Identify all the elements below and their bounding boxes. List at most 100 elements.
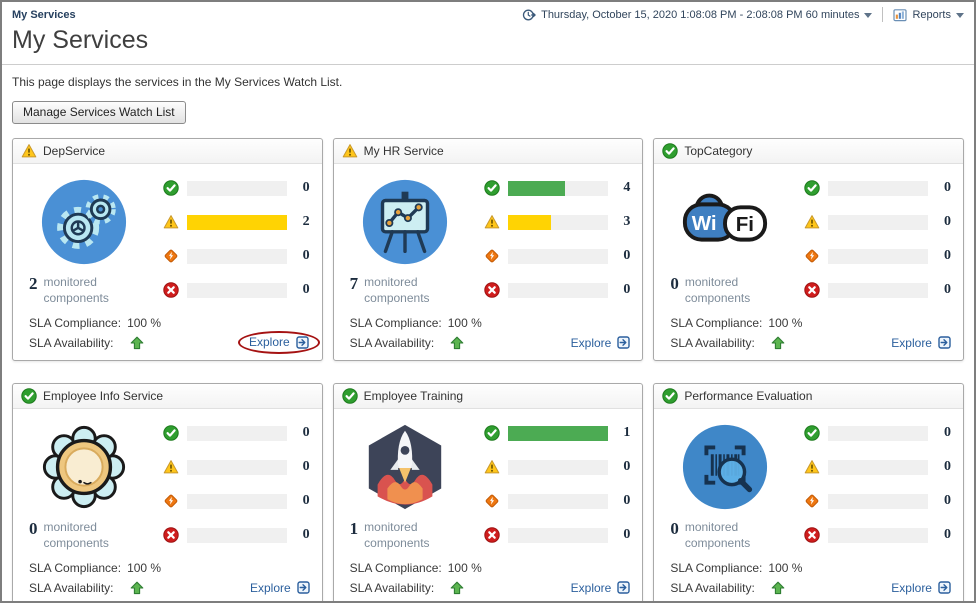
card-footer: SLA Compliance: 100 % SLA Availability: … xyxy=(334,559,643,601)
critical-state-icon xyxy=(163,493,179,509)
card-header: Employee Training xyxy=(333,384,643,409)
warning-state-icon xyxy=(804,459,820,475)
state-count: 3 xyxy=(623,214,631,229)
state-count: 0 xyxy=(302,527,310,542)
card-body: 7 monitored components 4 3 xyxy=(334,164,643,314)
monitored-components: 2 monitored components xyxy=(29,275,163,306)
warning-state-icon xyxy=(484,459,500,475)
normal-state-icon xyxy=(662,143,678,159)
sla-availability-label: SLA Availability: xyxy=(29,580,114,595)
sla-compliance-value: 100 % xyxy=(127,315,162,330)
explore-link[interactable]: Explore xyxy=(571,336,631,350)
service-card-employee-info-service: Employee Info Service xyxy=(12,383,323,601)
monitored-components: 7 monitored components xyxy=(350,275,484,306)
sla-compliance-label: SLA Compliance: xyxy=(349,560,442,575)
card-header: DepService xyxy=(13,139,322,164)
state-bar-row: 0 xyxy=(804,493,963,509)
drill-down-icon xyxy=(938,581,951,594)
reports-icon xyxy=(893,8,907,22)
page-description: This page displays the services in the M… xyxy=(12,75,343,89)
explore-link[interactable]: Explore xyxy=(891,336,951,350)
wifi-icon: Wi Fi xyxy=(683,193,768,242)
state-bar-row: 0 xyxy=(804,459,963,475)
state-bar xyxy=(187,180,287,196)
state-count: 0 xyxy=(943,459,951,474)
fatal-state-icon xyxy=(804,282,820,298)
state-bar xyxy=(187,282,287,298)
state-bar-row: 0 xyxy=(163,527,322,543)
card-header: TopCategory xyxy=(654,139,963,164)
state-bar xyxy=(828,493,929,509)
topbar-controls: Thursday, October 15, 2020 1:08:08 PM - … xyxy=(522,7,964,22)
card-header: My HR Service xyxy=(333,139,643,164)
critical-state-icon xyxy=(163,248,179,264)
state-bar xyxy=(187,248,287,264)
drill-down-icon xyxy=(617,581,630,594)
state-count: 0 xyxy=(943,214,951,229)
sla-compliance-value: 100 % xyxy=(127,560,162,575)
trend-up-icon xyxy=(450,336,464,350)
explore-link[interactable]: Explore xyxy=(249,335,309,349)
state-bar-row: 0 xyxy=(804,425,963,441)
state-count: 0 xyxy=(943,282,951,297)
card-header: Performance Evaluation xyxy=(654,384,963,409)
warning-state-icon xyxy=(804,214,820,230)
drill-down-icon xyxy=(617,336,630,349)
top-bar: My Services Thursday, October 15, 2020 1… xyxy=(2,2,974,23)
drill-down-icon xyxy=(297,581,310,594)
card-body: 0 monitored components 0 0 xyxy=(13,409,322,559)
state-count: 0 xyxy=(943,248,951,263)
reports-menu[interactable]: Reports xyxy=(893,8,964,22)
monitored-count: 7 xyxy=(349,274,359,293)
card-footer: SLA Compliance: 100 % SLA Availability: … xyxy=(654,559,963,601)
svg-text:Wi: Wi xyxy=(692,212,717,235)
monitored-label: monitored components xyxy=(364,520,430,550)
service-card-depservice: DepService 2 mon xyxy=(12,138,323,361)
card-header: Employee Info Service xyxy=(13,384,322,409)
chart-easel-icon xyxy=(362,179,447,265)
warning-state-icon xyxy=(342,143,358,159)
explore-link[interactable]: Explore xyxy=(891,581,951,595)
page-title: My Services xyxy=(2,23,974,65)
critical-state-icon xyxy=(804,248,820,264)
monitored-label: monitored components xyxy=(43,520,109,550)
service-name: Employee Info Service xyxy=(43,389,164,403)
time-range-selector[interactable]: Thursday, October 15, 2020 1:08:08 PM - … xyxy=(522,8,873,22)
state-count: 0 xyxy=(623,459,631,474)
state-bar-row: 0 xyxy=(484,248,643,264)
service-name: TopCategory xyxy=(684,144,753,158)
monitored-count: 0 xyxy=(29,519,38,538)
monitored-label: monitored components xyxy=(684,520,751,550)
explore-link[interactable]: Explore xyxy=(250,581,310,595)
barcode-magnifier-icon xyxy=(683,424,768,510)
chevron-down-icon xyxy=(864,12,873,18)
reports-label: Reports xyxy=(912,8,951,21)
card-footer: SLA Compliance: 100 % SLA Availability: … xyxy=(654,314,963,360)
state-bar-row: 0 xyxy=(484,459,643,475)
state-bar xyxy=(828,214,929,230)
state-bar-row: 0 xyxy=(163,282,322,298)
time-range-icon xyxy=(522,8,536,22)
service-name: My HR Service xyxy=(363,144,444,158)
flower-icon xyxy=(42,425,126,509)
manage-watch-list-button[interactable]: Manage Services Watch List xyxy=(12,101,186,124)
trend-up-icon xyxy=(771,581,785,595)
state-bar xyxy=(187,459,287,475)
state-bar xyxy=(828,282,929,298)
normal-state-icon xyxy=(484,425,500,441)
breadcrumb[interactable]: My Services xyxy=(12,8,76,21)
state-count: 0 xyxy=(623,282,631,297)
state-count: 0 xyxy=(302,180,310,195)
state-bar xyxy=(828,180,929,196)
sla-compliance-value: 100 % xyxy=(768,315,803,330)
state-count: 0 xyxy=(623,493,631,508)
state-bar-row: 0 xyxy=(804,282,963,298)
service-card-employee-training: Employee Training 1 xyxy=(332,383,644,601)
state-count: 1 xyxy=(623,425,631,440)
explore-link[interactable]: Explore xyxy=(571,581,631,595)
state-count: 0 xyxy=(943,493,951,508)
state-bar xyxy=(507,527,608,543)
monitored-components: 0 monitored components xyxy=(670,275,804,306)
trend-up-icon xyxy=(771,336,785,350)
